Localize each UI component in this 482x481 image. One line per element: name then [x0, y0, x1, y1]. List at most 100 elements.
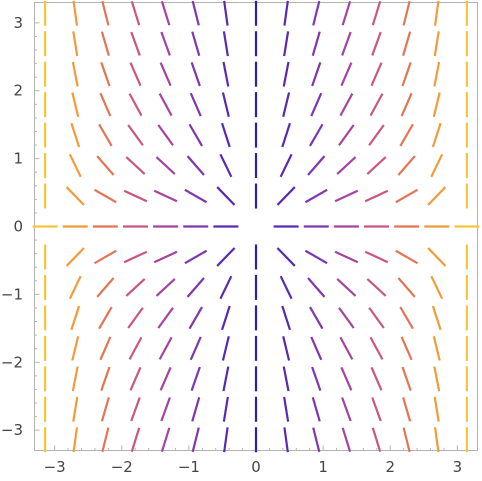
field-segment — [190, 62, 201, 87]
field-segment — [186, 155, 205, 176]
field-segment — [130, 427, 141, 453]
field-segment — [184, 249, 208, 265]
field-segment — [222, 31, 229, 57]
field-segment — [304, 188, 328, 204]
field-segment — [395, 249, 419, 265]
field-segment — [100, 396, 110, 422]
field-segment — [71, 335, 80, 361]
field-segment — [71, 92, 80, 118]
field-segment — [399, 306, 414, 330]
y-tick-label: −3 — [1, 421, 23, 439]
field-segment — [123, 189, 148, 203]
field-segment — [341, 397, 352, 422]
y-tick-label: 0 — [13, 218, 23, 236]
field-segment — [190, 366, 201, 391]
y-tick-label: 1 — [13, 150, 23, 168]
field-segment — [160, 31, 171, 56]
field-segment — [369, 336, 384, 360]
field-segment — [432, 92, 441, 118]
field-segment — [433, 0, 440, 26]
field-segment — [430, 275, 444, 300]
field-segment — [70, 122, 81, 148]
field-segment — [340, 62, 353, 87]
field-segment — [336, 278, 357, 297]
field-segment — [220, 305, 231, 331]
field-segment — [401, 62, 412, 87]
field-segment — [368, 124, 385, 146]
y-tick-label: 2 — [13, 82, 23, 100]
field-segment — [219, 153, 233, 178]
field-segment — [222, 366, 230, 392]
field-segment — [130, 31, 141, 56]
field-segment — [220, 122, 231, 148]
field-segment — [336, 156, 357, 175]
field-segment — [370, 62, 383, 87]
field-segment — [397, 155, 416, 176]
field-segment — [281, 122, 292, 148]
field-segment — [158, 336, 173, 360]
field-segment — [72, 427, 79, 453]
field-segment — [279, 153, 293, 178]
x-tick-label: 3 — [453, 458, 463, 476]
field-segment — [188, 123, 203, 147]
field-segment — [101, 427, 110, 453]
field-segment — [72, 0, 79, 26]
field-segment — [282, 335, 291, 361]
field-segment — [364, 250, 389, 264]
field-segment — [366, 278, 387, 297]
field-segment — [339, 93, 354, 117]
field-segment — [100, 31, 110, 57]
y-tick-label: 3 — [13, 14, 23, 32]
field-segment — [283, 427, 289, 453]
field-segment — [128, 93, 143, 117]
field-segment — [341, 31, 352, 56]
field-segment — [401, 366, 412, 391]
field-segment — [283, 396, 290, 422]
field-segment — [159, 62, 172, 87]
field-segment — [65, 186, 85, 206]
field-segment — [311, 366, 322, 391]
field-segment — [402, 0, 411, 26]
field-segment — [153, 189, 178, 203]
field-segment — [219, 275, 233, 300]
field-segment — [371, 397, 382, 422]
field-segment — [432, 335, 441, 361]
field-segment — [159, 366, 172, 391]
field-segment — [366, 156, 387, 175]
field-segment — [399, 123, 414, 147]
line-field-segments — [32, 0, 480, 453]
field-segment — [395, 188, 419, 204]
field-segment — [400, 336, 413, 361]
field-segment — [311, 62, 322, 87]
y-tick-label: −2 — [1, 353, 23, 371]
field-segment — [307, 155, 326, 176]
field-segment — [339, 336, 354, 360]
field-segment — [364, 189, 389, 203]
field-segment — [216, 247, 236, 267]
field-segment — [282, 92, 291, 118]
field-segment — [433, 427, 440, 453]
field-segment — [368, 307, 385, 329]
field-segment — [188, 306, 203, 330]
field-segment — [68, 275, 82, 300]
field-segment — [279, 275, 293, 300]
field-segment — [369, 93, 384, 117]
x-tick-label: −1 — [178, 458, 200, 476]
field-segment — [99, 92, 112, 117]
field-segment — [223, 0, 229, 26]
field-segment — [72, 31, 79, 57]
field-segment — [160, 397, 171, 422]
field-segment — [309, 123, 324, 147]
field-segment — [186, 277, 205, 298]
field-segment — [431, 305, 442, 331]
field-segment — [157, 307, 174, 329]
field-segment — [191, 396, 201, 422]
field-segment — [283, 31, 290, 57]
field-segment — [100, 62, 111, 87]
field-segment — [127, 124, 144, 146]
field-segment — [341, 427, 352, 453]
field-segment — [222, 61, 230, 87]
field-segment — [312, 427, 321, 453]
field-segment — [304, 249, 328, 265]
